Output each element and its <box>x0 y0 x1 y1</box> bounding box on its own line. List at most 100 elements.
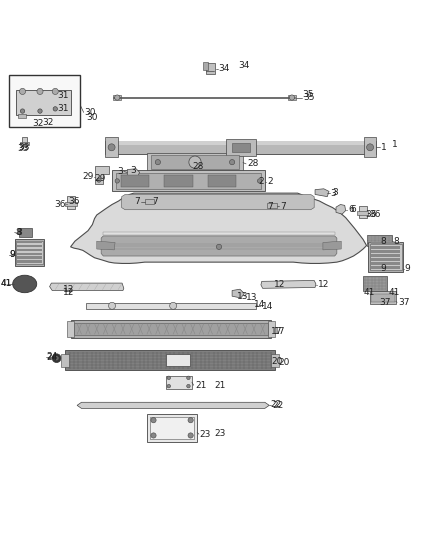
Text: 1: 1 <box>392 140 397 149</box>
Text: 21: 21 <box>195 381 206 390</box>
Bar <box>268 321 275 337</box>
Text: 6: 6 <box>348 205 354 214</box>
Bar <box>14 239 44 265</box>
Circle shape <box>367 144 374 151</box>
Text: 22: 22 <box>272 401 283 410</box>
Bar <box>370 244 402 270</box>
Text: 28: 28 <box>193 163 204 172</box>
Bar <box>65 350 275 370</box>
Text: 35: 35 <box>303 93 315 102</box>
Bar <box>108 141 374 144</box>
Bar <box>65 202 77 206</box>
Bar <box>371 262 400 265</box>
Polygon shape <box>323 241 341 250</box>
Text: 21: 21 <box>215 381 226 390</box>
Bar <box>164 175 193 187</box>
Text: 8: 8 <box>16 228 22 237</box>
Polygon shape <box>95 166 109 184</box>
Bar <box>368 242 403 272</box>
Bar <box>147 153 243 171</box>
Text: 33: 33 <box>17 144 29 153</box>
Text: 3: 3 <box>117 167 123 176</box>
Bar <box>363 276 387 290</box>
Text: 12: 12 <box>63 288 74 297</box>
Text: 41: 41 <box>1 279 12 288</box>
Bar <box>106 138 118 157</box>
Bar <box>103 232 335 235</box>
Bar <box>116 173 261 189</box>
Circle shape <box>258 179 262 183</box>
Text: 34: 34 <box>239 61 250 70</box>
Text: 13: 13 <box>237 292 248 301</box>
Text: 36: 36 <box>370 211 381 220</box>
Text: 17: 17 <box>274 327 285 336</box>
Bar <box>371 243 400 245</box>
Bar <box>359 206 367 217</box>
Circle shape <box>53 107 57 111</box>
Circle shape <box>52 88 58 94</box>
Text: 7: 7 <box>152 197 158 206</box>
Polygon shape <box>261 280 316 288</box>
Bar <box>17 261 42 263</box>
Bar <box>147 414 197 442</box>
Circle shape <box>167 384 170 388</box>
Text: 12: 12 <box>318 280 329 289</box>
Text: 7: 7 <box>134 197 141 206</box>
Text: 14: 14 <box>254 301 265 310</box>
Polygon shape <box>71 193 367 263</box>
Text: 13: 13 <box>246 293 258 302</box>
Circle shape <box>151 433 156 438</box>
Bar <box>226 139 256 156</box>
Text: 20: 20 <box>272 357 283 366</box>
Bar <box>20 142 28 145</box>
Circle shape <box>108 144 115 151</box>
Text: 22: 22 <box>271 400 282 408</box>
Text: 9: 9 <box>10 250 15 259</box>
Bar <box>16 241 43 264</box>
Bar <box>17 248 42 251</box>
Polygon shape <box>101 236 337 256</box>
Bar <box>370 292 396 304</box>
Text: 12: 12 <box>63 285 74 294</box>
Circle shape <box>189 156 201 168</box>
Text: 30: 30 <box>85 108 96 117</box>
Bar <box>151 155 239 169</box>
Circle shape <box>188 433 193 438</box>
Polygon shape <box>315 189 329 197</box>
Text: 7: 7 <box>267 202 273 211</box>
Text: 36: 36 <box>366 211 377 220</box>
Bar <box>17 253 42 255</box>
Ellipse shape <box>13 275 37 293</box>
Bar <box>67 196 75 209</box>
Bar <box>367 235 392 246</box>
Circle shape <box>170 302 177 309</box>
Text: 3: 3 <box>332 188 338 197</box>
Text: 20: 20 <box>278 358 290 367</box>
Bar <box>166 354 190 366</box>
Text: 41: 41 <box>1 279 12 288</box>
Bar <box>371 266 400 269</box>
Text: 9: 9 <box>405 264 410 273</box>
Circle shape <box>97 178 101 182</box>
Bar <box>166 376 192 389</box>
Bar <box>208 175 237 187</box>
Circle shape <box>151 417 156 423</box>
Bar <box>9 75 80 127</box>
Text: 36: 36 <box>68 197 80 206</box>
Circle shape <box>289 95 294 100</box>
Text: 32: 32 <box>32 119 43 128</box>
Text: 37: 37 <box>380 298 391 307</box>
Text: 34: 34 <box>218 64 230 73</box>
Bar <box>74 323 268 335</box>
Text: 33: 33 <box>18 143 30 152</box>
Circle shape <box>216 244 222 249</box>
Bar <box>371 254 400 257</box>
Bar <box>106 141 376 154</box>
Circle shape <box>54 356 59 360</box>
Text: 31: 31 <box>57 104 69 113</box>
Bar <box>16 90 71 115</box>
Bar <box>232 142 250 152</box>
Text: 30: 30 <box>86 112 97 122</box>
Circle shape <box>52 354 61 362</box>
Text: 31: 31 <box>57 91 69 100</box>
